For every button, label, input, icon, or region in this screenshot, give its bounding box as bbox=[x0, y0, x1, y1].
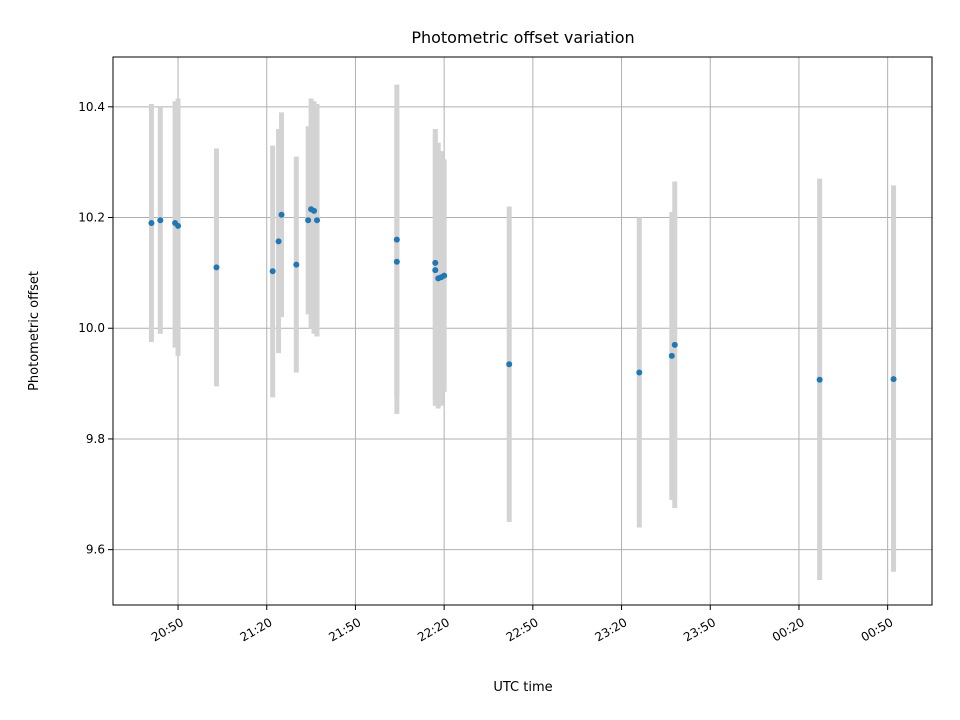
x-axis-label: UTC time bbox=[493, 680, 552, 695]
axis-ticks: 20:50 21:20 21:50 22:20 22:50 23:20 23:50 00:20… bbox=[78, 100, 895, 645]
data-point bbox=[671, 341, 678, 348]
x-tick-label: 21:20 bbox=[238, 615, 275, 644]
data-point bbox=[148, 220, 155, 227]
data-point bbox=[157, 217, 164, 224]
data-point bbox=[432, 259, 439, 266]
data-point bbox=[175, 222, 182, 229]
y-tick-label: 10.0 bbox=[78, 321, 105, 335]
data-points bbox=[148, 206, 897, 383]
data-point bbox=[441, 272, 448, 279]
y-tick-label: 9.6 bbox=[86, 543, 105, 557]
data-point bbox=[506, 361, 513, 368]
y-tick-label: 10.4 bbox=[78, 100, 105, 114]
data-point bbox=[314, 217, 321, 224]
data-point bbox=[890, 376, 897, 383]
data-point bbox=[293, 261, 300, 268]
data-point bbox=[305, 217, 312, 224]
x-tick-label: 20:50 bbox=[149, 615, 186, 644]
x-tick-label: 00:50 bbox=[859, 615, 896, 644]
x-tick-label: 00:20 bbox=[770, 615, 807, 644]
plot-frame bbox=[112, 56, 933, 606]
data-point bbox=[636, 369, 643, 376]
data-point bbox=[269, 268, 276, 275]
data-point bbox=[275, 238, 282, 245]
data-point bbox=[393, 236, 400, 243]
data-point bbox=[213, 264, 220, 271]
x-tick-label: 23:50 bbox=[681, 615, 718, 644]
error-bars bbox=[148, 84, 897, 581]
x-tick-label: 23:20 bbox=[592, 615, 629, 644]
y-tick-label: 10.2 bbox=[78, 211, 105, 225]
x-tick-label: 22:20 bbox=[415, 615, 452, 644]
y-tick-label: 9.8 bbox=[86, 432, 105, 446]
data-point bbox=[278, 211, 285, 218]
x-tick-label: 22:50 bbox=[504, 615, 541, 644]
data-point bbox=[393, 258, 400, 265]
grid-lines bbox=[113, 57, 932, 605]
y-axis-label: Photometric offset bbox=[27, 271, 42, 391]
data-point bbox=[816, 376, 823, 383]
data-point bbox=[668, 352, 675, 359]
data-point bbox=[432, 267, 439, 274]
x-tick-label: 21:50 bbox=[326, 615, 363, 644]
chart-title: Photometric offset variation bbox=[411, 28, 634, 47]
data-point bbox=[311, 207, 318, 214]
